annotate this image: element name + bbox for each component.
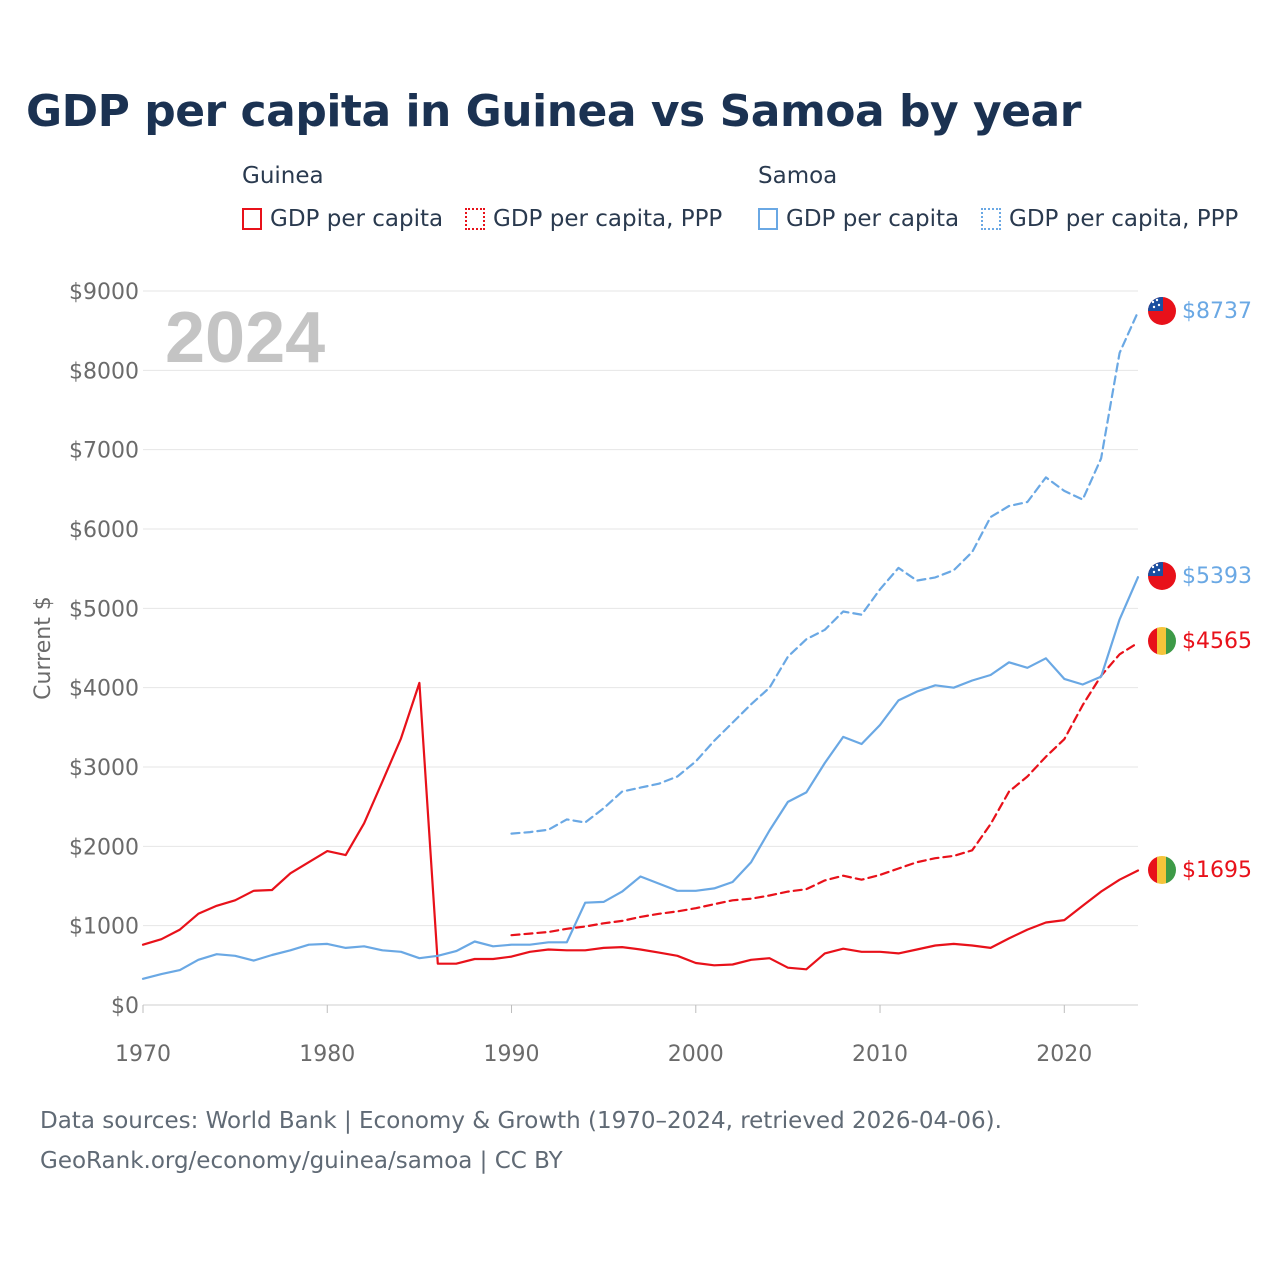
samoa-flag-icon <box>1148 562 1176 590</box>
x-tick-label: 2020 <box>1036 1042 1092 1067</box>
legend-label: GDP per capita, PPP <box>493 206 723 232</box>
legend-swatch-dotted-red <box>465 208 485 230</box>
y-tick-label: $2000 <box>69 835 139 860</box>
series-line-guinea-gdp-per-capita-ppp <box>510 641 1140 937</box>
legend-swatch-solid-blue <box>758 208 778 230</box>
axis-layer: $0 $1000 $2000 $3000 $4000 $5000 $6000 $7000 $80… <box>69 280 1092 1067</box>
legend-samoa-gdp-ppp[interactable]: GDP per capita, PPP <box>981 206 1238 232</box>
legend-label: GDP per capita, PPP <box>1009 206 1239 232</box>
y-tick-label: $4000 <box>69 677 139 702</box>
source-line-1: Data sources: World Bank | Economy & Gro… <box>40 1108 1002 1134</box>
guinea-flag-icon <box>1148 856 1176 884</box>
y-tick-label: $7000 <box>69 439 139 464</box>
legend-samoa-gdp[interactable]: GDP per capita <box>758 206 959 232</box>
legend-swatch-solid-red <box>242 208 262 230</box>
legend-guinea-gdp[interactable]: GDP per capita <box>242 206 443 232</box>
legend-group-samoa: Samoa <box>758 163 838 189</box>
guinea-flag-icon <box>1148 627 1176 655</box>
grid-layer <box>143 290 1138 1006</box>
end-label-guinea-gdp-ppp: $4565 <box>1182 629 1252 654</box>
end-label-samoa-gdp-ppp: $8737 <box>1182 299 1252 324</box>
end-label-samoa-gdp: $5393 <box>1182 564 1252 589</box>
x-tick-label: 2010 <box>852 1042 908 1067</box>
y-tick-label: $9000 <box>69 280 139 305</box>
y-tick-label: $6000 <box>69 518 139 543</box>
year-watermark: 2024 <box>165 298 325 378</box>
legend-group-guinea: Guinea <box>242 163 324 189</box>
samoa-flag-icon <box>1148 297 1176 325</box>
series-line-samoa-gdp-per-capita-ppp <box>510 310 1140 835</box>
line-chart: 2024 $0 $1000 $2000 $3000 $4000 $5000 $6000 $70… <box>31 280 1252 1067</box>
legend-guinea-gdp-ppp[interactable]: GDP per capita, PPP <box>465 206 722 232</box>
series-line-samoa-gdp-per-capita <box>141 576 1140 980</box>
legend-label: GDP per capita <box>270 206 444 232</box>
x-tick-label: 1980 <box>299 1042 355 1067</box>
series-line-guinea-gdp-per-capita <box>141 681 1140 971</box>
series-layer <box>141 310 1140 980</box>
y-tick-label: $5000 <box>69 597 139 622</box>
y-tick-label: $3000 <box>69 756 139 781</box>
legend-label: GDP per capita <box>786 206 960 232</box>
source-line-2[interactable]: GeoRank.org/economy/guinea/samoa | CC BY <box>40 1148 563 1174</box>
x-tick-label: 2000 <box>668 1042 724 1067</box>
x-tick-label: 1970 <box>115 1042 171 1067</box>
y-tick-label: $1000 <box>69 915 139 940</box>
legend-swatch-dotted-blue <box>981 208 1001 230</box>
y-axis-label: Current $ <box>31 596 56 700</box>
y-tick-label: $8000 <box>69 359 139 384</box>
y-tick-label: $0 <box>111 994 139 1019</box>
x-tick-label: 1990 <box>484 1042 540 1067</box>
chart-title: GDP per capita in Guinea vs Samoa by yea… <box>26 86 1081 137</box>
end-label-guinea-gdp: $1695 <box>1182 858 1252 883</box>
